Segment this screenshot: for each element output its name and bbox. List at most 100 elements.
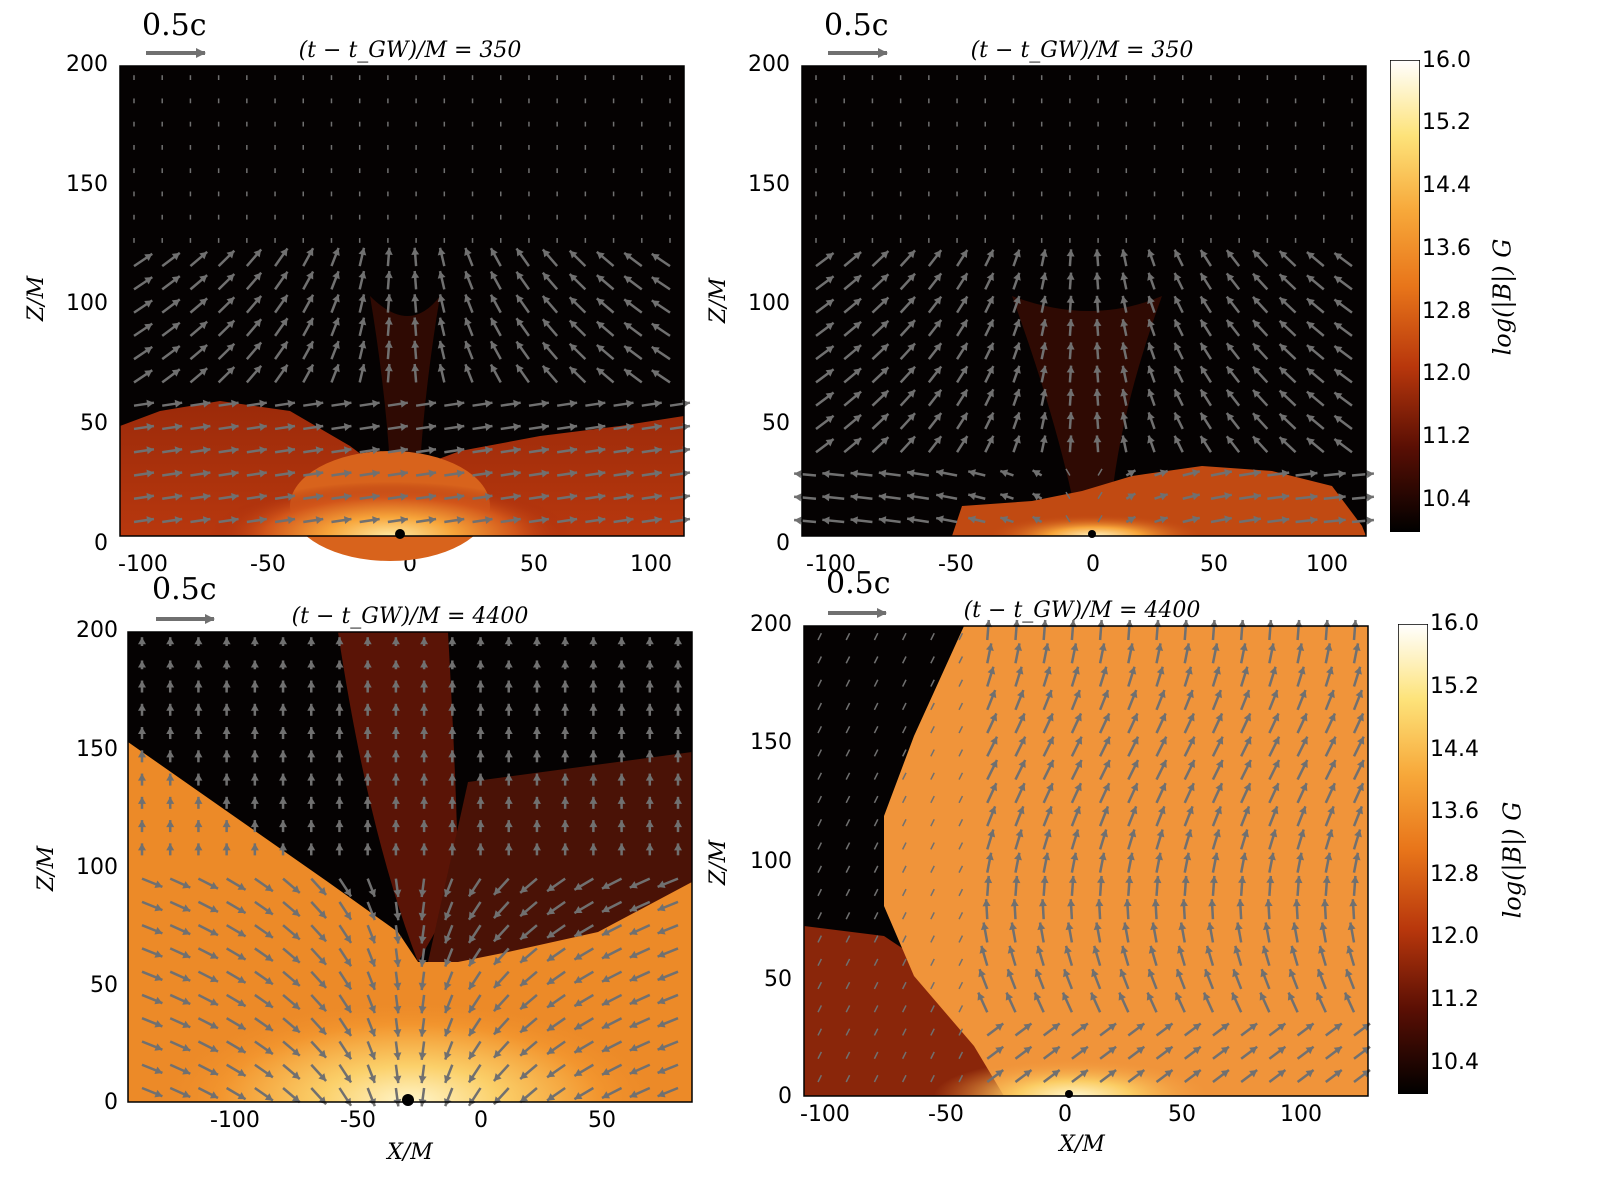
velocity-arrow-head <box>853 391 862 400</box>
velocity-arrow-head <box>1333 1046 1342 1055</box>
velocity-arrow-head <box>1220 1023 1229 1031</box>
velocity-arrow <box>930 888 935 897</box>
velocity-arrow-head <box>428 516 437 525</box>
velocity-arrow-head <box>1252 413 1261 422</box>
velocity-arrow-head <box>391 843 400 851</box>
velocity-arrow-head <box>209 974 219 983</box>
velocity-arrow-head <box>1305 1070 1314 1078</box>
velocity-arrow-head <box>542 272 551 281</box>
velocity-arrow-head <box>1017 783 1026 792</box>
velocity-arrow-head <box>154 1043 163 1051</box>
velocity-arrow <box>845 749 851 757</box>
velocity-arrow-head <box>138 750 146 758</box>
velocity-arrow-head <box>853 368 862 376</box>
velocity-arrow-head <box>986 272 994 282</box>
velocity-arrow-head <box>182 1020 191 1029</box>
velocity-arrow-head <box>280 364 288 373</box>
velocity-arrow-head <box>933 366 942 375</box>
velocity-arrow-head <box>1224 468 1232 477</box>
velocity-arrow-head <box>880 274 889 282</box>
velocity-arrow-head <box>825 276 834 284</box>
velocity-arrow-head <box>1042 643 1051 651</box>
y-tick: 200 <box>748 52 790 77</box>
velocity-arrow-head <box>222 637 231 645</box>
plot-frame <box>127 631 693 1103</box>
velocity-arrow-head <box>1306 321 1315 330</box>
velocity-arrow-head <box>907 250 916 259</box>
velocity-arrow-head <box>1277 1023 1286 1031</box>
velocity-arrow-head <box>1013 389 1021 398</box>
velocity-arrow-head <box>532 727 541 735</box>
velocity-arrow <box>873 632 879 641</box>
velocity-arrow-head <box>343 492 352 501</box>
velocity-arrow-head <box>532 680 541 688</box>
velocity-arrow-head <box>448 750 457 758</box>
velocity-arrow-head <box>194 750 203 758</box>
velocity-arrow-head <box>1174 412 1182 421</box>
x-tick: -100 <box>806 552 856 577</box>
x-tick: -100 <box>210 1108 260 1133</box>
velocity-arrow-head <box>306 271 314 280</box>
velocity-arrow <box>845 795 851 804</box>
velocity-arrow-head <box>420 727 429 735</box>
velocity-arrow-head <box>146 516 154 525</box>
velocity-arrow-head <box>541 446 549 455</box>
velocity-arrow-head <box>171 345 180 354</box>
velocity-arrow-head <box>1119 969 1127 978</box>
velocity-arrow-head <box>624 322 633 331</box>
velocity-arrow-head <box>1209 875 1218 884</box>
velocity-arrow-head <box>493 933 502 942</box>
velocity-arrow-head <box>1346 945 1354 954</box>
velocity-arrow-head <box>174 399 183 408</box>
velocity-arrow-head <box>1151 899 1160 907</box>
velocity-arrow-head <box>1127 493 1136 501</box>
velocity-arrow-head <box>456 446 465 455</box>
velocity-arrow-head <box>1328 736 1336 745</box>
velocity-arrow-head <box>182 1090 191 1098</box>
velocity-arrow-head <box>645 796 654 804</box>
velocity-arrow <box>873 795 879 804</box>
velocity-arrow-head <box>411 247 420 256</box>
velocity-arrow-head <box>363 750 372 758</box>
velocity-arrow-head <box>933 319 942 328</box>
velocity-arrow-head <box>448 637 457 645</box>
velocity-arrow-head <box>617 703 626 711</box>
panel-title: (t − t_GW)/M = 350 <box>298 38 522 63</box>
velocity-arrow <box>873 818 879 827</box>
velocity-arrow-head <box>933 412 942 421</box>
velocity-arrow <box>845 725 851 734</box>
velocity-arrow-head <box>1018 759 1026 769</box>
velocity-arrow-head <box>674 727 682 735</box>
velocity-arrow-head <box>420 820 429 828</box>
velocity-arrow-head <box>1159 492 1168 501</box>
velocity-arrow-head <box>418 982 427 991</box>
velocity-arrow-head <box>306 317 314 327</box>
velocity-arrow-head <box>400 469 408 478</box>
velocity-arrow-head <box>1090 992 1098 1001</box>
velocity-arrow-head <box>1232 969 1240 978</box>
velocity-arrow-head <box>1281 469 1290 478</box>
velocity-arrow-head <box>166 727 175 735</box>
colorbar-tick: 16.0 <box>1430 611 1479 636</box>
velocity-arrow-head <box>989 783 998 792</box>
velocity-arrow <box>901 702 907 711</box>
velocity-arrow-head <box>464 364 472 373</box>
velocity-arrow-head <box>1203 992 1211 1001</box>
velocity-arrow-head <box>391 820 400 828</box>
velocity-arrow-head <box>1292 899 1301 907</box>
velocity-arrow-head <box>464 294 472 303</box>
velocity-arrow <box>817 1074 823 1083</box>
velocity-arrow-head <box>561 820 570 828</box>
velocity-arrow-head <box>391 773 400 781</box>
velocity-arrow-head <box>1271 783 1280 792</box>
velocity-arrow-head <box>166 773 175 781</box>
velocity-arrow-head <box>315 399 324 408</box>
velocity-arrow-head <box>629 1043 638 1052</box>
velocity-arrow-head <box>978 969 986 978</box>
velocity-arrow-head <box>617 820 626 828</box>
velocity-arrow-head <box>542 342 551 351</box>
velocity-arrow-head <box>1074 783 1082 792</box>
black-hole <box>402 1094 414 1106</box>
velocity-arrow-head <box>960 342 968 352</box>
